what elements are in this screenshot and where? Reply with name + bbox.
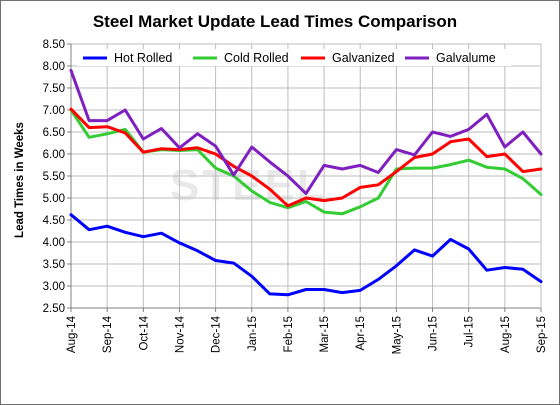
legend-label-cold-rolled: Cold Rolled (224, 51, 289, 65)
legend-item-bg (295, 49, 407, 66)
legend: Hot Rolled Cold Rolled Galvanized Galvalume (77, 49, 511, 66)
y-tick-label: 3.50 (43, 259, 65, 271)
y-tick-label: 5.50 (43, 171, 65, 183)
y-tick-label: 7.50 (43, 83, 65, 95)
x-tick-label: Jul-15 (464, 316, 476, 347)
y-tick-label: 4.50 (43, 215, 65, 227)
legend-item-galvalume: Galvalume (399, 49, 511, 66)
legend-label-hot-rolled: Hot Rolled (114, 51, 172, 65)
x-tick-label: Feb-15 (283, 316, 295, 352)
x-tick-label: Dec-14 (211, 315, 223, 353)
axes: 2.50 3.00 3.50 4.00 4.50 5.00 5.50 6.00 6.50 7.00… (43, 39, 548, 354)
series-line-galvanized (69, 107, 543, 208)
y-tick-label: 8.00 (43, 61, 65, 73)
y-tick-label: 5.00 (43, 193, 65, 205)
legend-label-galvanized: Galvanized (332, 51, 395, 65)
y-tick-label: 4.00 (43, 237, 65, 249)
legend-item-bg (187, 49, 299, 66)
chart-title: Steel Market Update Lead Times Compariso… (93, 12, 457, 31)
x-tick-label: Aug-15 (500, 316, 512, 353)
x-tick-label: Aug-14 (66, 315, 78, 353)
y-tick-label: 2.50 (43, 303, 65, 315)
x-tick-label: Jan-15 (247, 316, 259, 351)
legend-item-galvanized: Galvanized (295, 49, 407, 66)
y-tick-label: 6.00 (43, 149, 65, 161)
y-axis-title: Lead Times in Weeks (14, 122, 26, 238)
x-tick-label: Mar-15 (319, 316, 331, 352)
y-tick-label: 7.00 (43, 105, 65, 117)
series-lines (69, 68, 543, 297)
x-tick-label: Apr-15 (355, 316, 367, 351)
legend-item-bg (77, 49, 189, 66)
x-tick-label: Jun-15 (428, 316, 440, 351)
legend-label-galvalume: Galvalume (436, 51, 496, 65)
x-tick-label: Nov-14 (174, 315, 186, 353)
x-tick-label: Sep-14 (102, 315, 114, 353)
x-tick-label: Oct-14 (138, 315, 150, 350)
legend-item-cold-rolled: Cold Rolled (187, 49, 299, 66)
y-tick-label: 3.00 (43, 281, 65, 293)
x-tick-label: May-15 (391, 316, 403, 354)
series-line-galvalume (69, 68, 543, 196)
y-tick-label: 6.50 (43, 127, 65, 139)
gridlines (70, 43, 542, 309)
legend-item-bg (399, 49, 511, 66)
x-tick-label: Sep-15 (536, 316, 548, 353)
legend-item-hot-rolled: Hot Rolled (77, 49, 189, 66)
y-tick-label: 8.50 (43, 39, 65, 51)
series-line-hot-rolled (69, 213, 543, 297)
